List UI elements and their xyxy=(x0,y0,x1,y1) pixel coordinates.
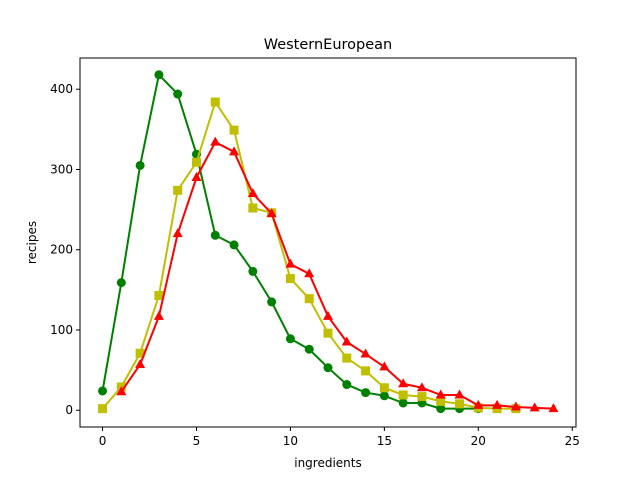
data-point xyxy=(173,185,183,195)
data-point xyxy=(342,380,352,390)
chart-title: WesternEuropean xyxy=(264,37,393,53)
x-tick-label: 10 xyxy=(283,434,298,448)
data-point xyxy=(135,348,145,358)
data-point xyxy=(417,392,427,402)
series-2 xyxy=(116,136,559,413)
y-axis: 0 100 200 300 400 xyxy=(50,82,80,417)
data-point xyxy=(98,404,108,414)
data-point xyxy=(510,401,521,411)
data-point xyxy=(135,160,145,170)
data-point xyxy=(285,274,295,284)
data-point xyxy=(323,328,333,338)
x-axis-title: ingredients xyxy=(294,456,362,470)
data-point xyxy=(173,89,183,99)
x-axis: 0 5 10 15 20 25 xyxy=(99,427,580,448)
data-point xyxy=(379,361,390,371)
y-tick-label: 0 xyxy=(65,403,73,417)
data-point xyxy=(210,97,220,107)
x-tick-label: 0 xyxy=(99,434,107,448)
data-point xyxy=(323,310,333,320)
data-point xyxy=(379,383,389,393)
x-tick-label: 5 xyxy=(193,434,201,448)
data-point xyxy=(210,230,220,240)
data-point xyxy=(154,70,164,80)
x-tick-label: 20 xyxy=(471,434,486,448)
data-point xyxy=(436,396,446,406)
data-point xyxy=(473,399,484,409)
data-point xyxy=(361,366,371,376)
data-point xyxy=(116,278,126,288)
data-point xyxy=(455,399,465,409)
data-point xyxy=(529,402,540,412)
data-point xyxy=(153,310,164,320)
data-point xyxy=(172,228,183,238)
data-point xyxy=(398,398,408,408)
x-tick-label: 15 xyxy=(377,434,392,448)
data-point xyxy=(229,240,239,250)
x-tick-label: 25 xyxy=(565,434,580,448)
data-point xyxy=(135,358,146,368)
data-point xyxy=(435,389,446,399)
y-tick-label: 400 xyxy=(50,82,73,96)
data-point xyxy=(379,391,389,401)
series-layer xyxy=(98,70,559,414)
data-point xyxy=(454,389,465,399)
data-point xyxy=(323,363,333,373)
data-point xyxy=(398,390,408,400)
y-tick-label: 100 xyxy=(50,323,73,337)
data-point xyxy=(304,268,315,278)
plot-frame xyxy=(79,57,577,428)
data-point xyxy=(191,171,202,181)
y-tick-label: 300 xyxy=(50,162,73,176)
y-tick-label: 200 xyxy=(50,243,73,257)
data-point xyxy=(229,125,239,135)
data-point xyxy=(342,353,352,363)
data-point xyxy=(248,266,258,276)
data-point xyxy=(98,386,108,396)
data-point xyxy=(210,136,221,146)
data-point xyxy=(285,258,296,268)
data-point xyxy=(304,294,314,304)
data-point xyxy=(416,382,427,392)
y-axis-title: recipes xyxy=(25,221,39,264)
series-2-line xyxy=(120,141,554,410)
data-point xyxy=(304,344,314,354)
data-point xyxy=(266,208,277,218)
data-point xyxy=(361,388,371,398)
data-point xyxy=(285,334,295,344)
data-point xyxy=(229,146,240,156)
data-point xyxy=(548,403,559,413)
data-point xyxy=(492,399,503,409)
data-point xyxy=(436,404,446,414)
data-point xyxy=(248,203,258,213)
data-point xyxy=(267,297,277,307)
data-point xyxy=(360,348,371,358)
data-point xyxy=(341,336,352,346)
data-point xyxy=(191,157,201,167)
data-point xyxy=(154,290,164,300)
data-point xyxy=(247,188,258,198)
data-point xyxy=(398,378,409,388)
data-point xyxy=(116,386,127,396)
